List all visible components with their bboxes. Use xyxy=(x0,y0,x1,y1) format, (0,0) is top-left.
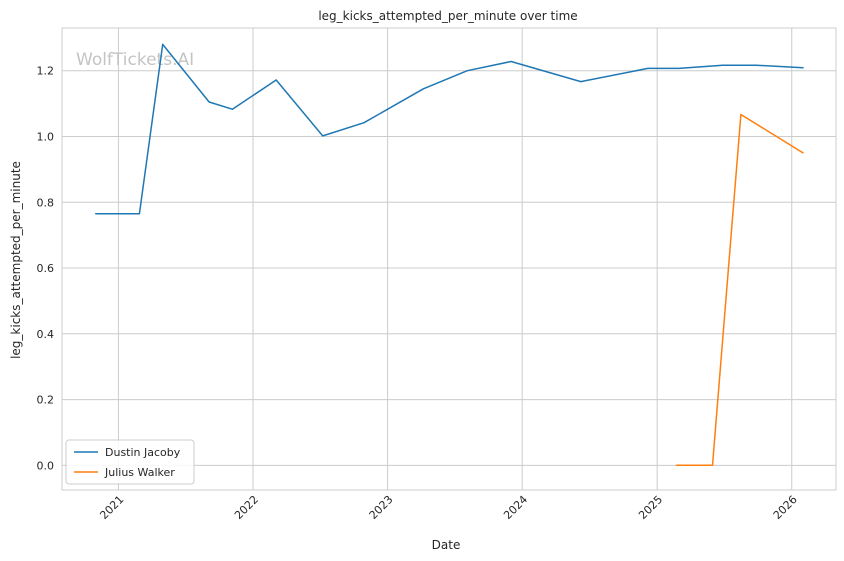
data-point xyxy=(363,122,365,124)
x-tick-label: 2023 xyxy=(367,493,396,522)
data-point xyxy=(755,64,757,66)
data-point xyxy=(422,88,424,90)
y-axis-title: leg_kicks_attempted_per_minute xyxy=(9,161,23,359)
data-point xyxy=(802,67,804,69)
legend: Dustin Jacoby Julius Walker xyxy=(65,439,195,485)
data-point xyxy=(678,67,680,70)
legend-box xyxy=(65,439,195,485)
data-point xyxy=(275,79,277,81)
series-layer xyxy=(94,43,804,467)
chart-title: leg_kicks_attempted_per_minute over time xyxy=(318,9,577,23)
data-point xyxy=(208,101,210,103)
data-point xyxy=(231,108,233,110)
y-tick-label: 1.2 xyxy=(37,65,55,78)
x-tick-labels: 2021 2022 2023 2024 2025 2026 xyxy=(97,493,799,522)
y-tick-label: 0.4 xyxy=(37,328,55,341)
x-tick-label: 2026 xyxy=(771,493,800,522)
watermark: WolfTickets.AI xyxy=(76,50,194,70)
y-tick-label: 0.8 xyxy=(37,196,55,209)
data-point xyxy=(675,464,677,466)
x-tick-label: 2024 xyxy=(501,493,530,522)
x-tick-label: 2021 xyxy=(97,493,126,522)
legend-label: Julius Walker xyxy=(104,466,175,479)
data-point xyxy=(94,213,97,215)
data-point xyxy=(510,60,512,63)
y-tick-label: 0.0 xyxy=(37,459,55,472)
data-point xyxy=(580,80,582,83)
data-point xyxy=(711,464,714,466)
series-line-1 xyxy=(95,43,804,215)
data-point xyxy=(138,213,141,215)
y-tick-label: 0.6 xyxy=(37,262,55,275)
data-point xyxy=(802,152,804,154)
x-axis-title: Date xyxy=(432,538,461,552)
plot-area-frame xyxy=(61,27,837,491)
data-point xyxy=(162,43,164,46)
y-tick-label: 1.0 xyxy=(37,131,55,144)
x-tick-label: 2022 xyxy=(232,493,261,522)
data-point xyxy=(740,113,742,116)
y-tick-label: 0.2 xyxy=(37,394,55,407)
data-point xyxy=(722,64,724,66)
legend-label: Dustin Jacoby xyxy=(105,446,181,459)
x-tick-label: 2025 xyxy=(636,493,665,522)
data-point xyxy=(647,67,649,70)
grid xyxy=(62,28,836,490)
y-tick-labels: 0.0 0.2 0.4 0.6 0.8 1.0 1.2 xyxy=(37,65,55,473)
data-point xyxy=(466,70,468,72)
data-point xyxy=(322,135,324,137)
series-line-2 xyxy=(676,113,804,467)
